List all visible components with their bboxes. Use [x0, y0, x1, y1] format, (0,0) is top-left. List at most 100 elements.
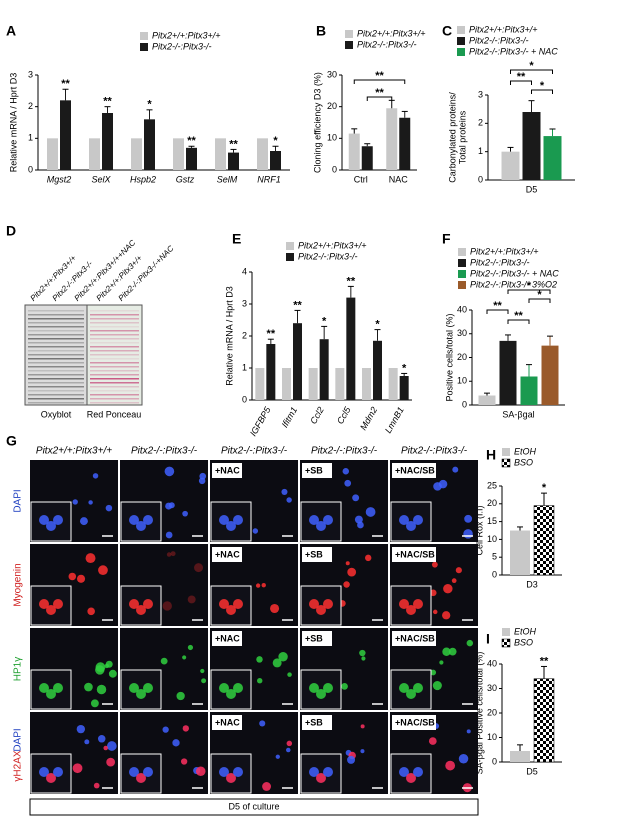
nucleus [341, 683, 348, 690]
y-tick-label: 20 [327, 101, 337, 111]
y-tick-label: 2 [478, 118, 483, 128]
inset-nucleus [309, 599, 319, 609]
nucleus [345, 561, 350, 566]
tag-box [212, 631, 242, 646]
inset [390, 753, 432, 794]
panel-letter: F [442, 231, 451, 247]
tag-box [392, 463, 436, 478]
significance: * [529, 60, 534, 72]
legend-swatch [345, 41, 353, 49]
inset-nucleus [53, 599, 63, 609]
nucleus [286, 740, 293, 747]
column-header: Pitx2-/-:Pitx3-/- [401, 446, 468, 457]
bar [282, 368, 291, 400]
inset-nucleus [399, 599, 409, 609]
nucleus [93, 782, 100, 789]
ponceau-band [90, 366, 139, 368]
bar [131, 138, 142, 170]
panel-letter: D [6, 223, 16, 239]
significance: ** [517, 71, 526, 83]
inset-nucleus [226, 773, 236, 783]
y-tick-label: 1 [478, 146, 483, 156]
ponceau-band [90, 314, 139, 316]
legend-swatch [458, 248, 466, 256]
y-tick-label: 40 [457, 304, 467, 314]
blot-band [28, 374, 84, 376]
nucleus [180, 758, 188, 765]
nucleus [439, 660, 444, 665]
condition-tag: +SB [305, 465, 323, 475]
x-tick-label: Mgst2 [47, 174, 72, 184]
ponceau-band [90, 334, 139, 336]
bar [47, 138, 58, 170]
legend-label: Pitx2-/-:Pitx3-/- [357, 39, 417, 49]
legend-label: BSO [514, 457, 533, 467]
nucleus [464, 514, 473, 523]
ponceau-band [90, 346, 139, 348]
inset-nucleus [46, 689, 56, 699]
panel-letter: A [6, 23, 16, 39]
nucleus [85, 553, 96, 564]
inset-nucleus [406, 605, 416, 615]
ponceau-band [90, 402, 139, 404]
inset-nucleus [219, 515, 229, 525]
inset-nucleus [129, 767, 139, 777]
y-axis-label: SA-βgal Positive cells/total (%) [474, 652, 484, 775]
y-axis-label: Positive cells/total (%) [444, 313, 454, 401]
column-header: Pitx2-/-:Pitx3-/- [131, 446, 198, 457]
inset-nucleus [39, 599, 49, 609]
y-tick-label: 20 [487, 707, 497, 717]
inset-nucleus [399, 515, 409, 525]
ponceau-band [90, 342, 139, 344]
inset-nucleus [129, 683, 139, 693]
inset-nucleus [413, 683, 423, 693]
nucleus [76, 574, 86, 583]
legend-swatch [457, 26, 465, 34]
legend-swatch [458, 259, 466, 267]
blot-band [28, 330, 84, 332]
significance: * [527, 280, 532, 292]
nucleus [287, 672, 292, 677]
significance: ** [375, 70, 384, 82]
significance: * [540, 80, 545, 92]
blot-band [28, 370, 84, 372]
bar [293, 323, 302, 400]
bracket [353, 79, 406, 84]
inset-nucleus [129, 599, 139, 609]
tag-box [212, 463, 242, 478]
bracket [507, 289, 551, 294]
row-label: γH2AX [13, 750, 24, 781]
panel-letter: E [232, 231, 241, 247]
x-tick-label: Ccl5 [335, 404, 353, 425]
condition-tag: +NAC/SB [395, 717, 435, 727]
y-tick-label: 0 [28, 164, 33, 174]
legend-label: BSO [514, 637, 533, 647]
bar [270, 151, 281, 170]
nucleus [68, 572, 77, 581]
y-tick-label: 0 [332, 164, 337, 174]
inset-nucleus [39, 683, 49, 693]
inset-nucleus [143, 599, 153, 609]
nucleus [357, 521, 364, 529]
nucleus [261, 583, 266, 588]
tag-box [212, 715, 242, 730]
blot-band [28, 358, 84, 360]
significance: * [147, 99, 152, 111]
y-tick-label: 10 [327, 133, 337, 143]
bar [388, 368, 398, 400]
nucleus [95, 662, 106, 673]
nucleus [76, 724, 86, 734]
bracket [510, 80, 532, 85]
nucleus [92, 473, 99, 479]
nucleus [275, 754, 280, 759]
y-tick-label: 3 [478, 89, 483, 99]
legend-swatch [458, 270, 466, 278]
nucleus [187, 644, 194, 651]
tag-box [302, 547, 332, 562]
y-tick-label: 5 [492, 552, 497, 562]
inset-nucleus [46, 605, 56, 615]
legend-label: Pitx2+/+:Pitx3+/+ [152, 30, 221, 40]
ponceau-band [90, 330, 139, 332]
inset-nucleus [406, 521, 416, 531]
nucleus [278, 652, 288, 662]
